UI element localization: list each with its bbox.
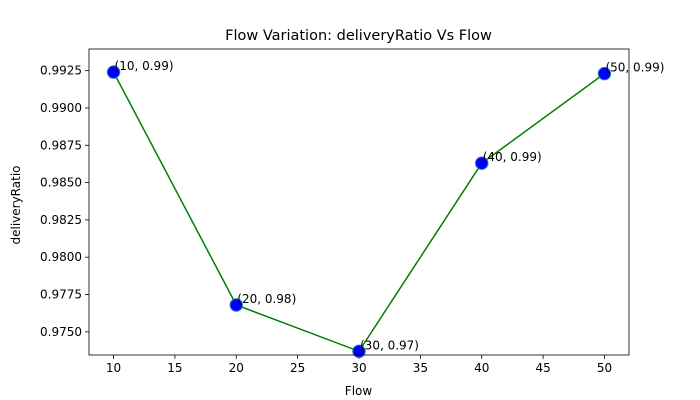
data-label: (10, 0.99) [115,59,174,73]
y-tick-label: 0.9850 [40,176,82,190]
x-tick-label: 40 [474,361,489,375]
y-axis-label: deliveryRatio [9,166,23,245]
data-label: (20, 0.98) [237,292,296,306]
data-point [475,156,489,170]
x-tick-label: 10 [106,361,121,375]
x-tick-label: 45 [535,361,550,375]
y-tick-label: 0.9750 [40,325,82,339]
x-tick-label: 15 [167,361,182,375]
data-label: (50, 0.99) [605,61,664,75]
plot-frame [88,48,630,356]
x-tick-label: 35 [413,361,428,375]
chart-title: Flow Variation: deliveryRatio Vs Flow [225,28,492,44]
y-tick-label: 0.9800 [40,250,82,264]
plot-area: 10 15 20 25 30 35 40 45 50 0.9750 0.9775 0.9800 0.98… [40,48,664,375]
data-label: (30, 0.97) [360,338,419,352]
series-line [112,71,605,353]
data-point [106,65,121,79]
x-tick-label: 30 [351,361,366,375]
x-tick-label: 20 [229,361,244,375]
y-tick-label: 0.9825 [40,213,82,227]
data-point [597,66,612,81]
y-tick-label: 0.9775 [40,288,82,302]
y-tick-label: 0.9875 [40,138,82,152]
data-label: (40, 0.99) [483,150,542,164]
data-point [352,344,366,358]
data-point [229,298,243,312]
x-tick-label: 50 [597,361,612,375]
y-tick-label: 0.9925 [40,64,82,78]
x-tick-label: 25 [290,361,305,375]
y-tick-label: 0.9900 [40,101,82,115]
x-axis-label: Flow [345,384,373,398]
